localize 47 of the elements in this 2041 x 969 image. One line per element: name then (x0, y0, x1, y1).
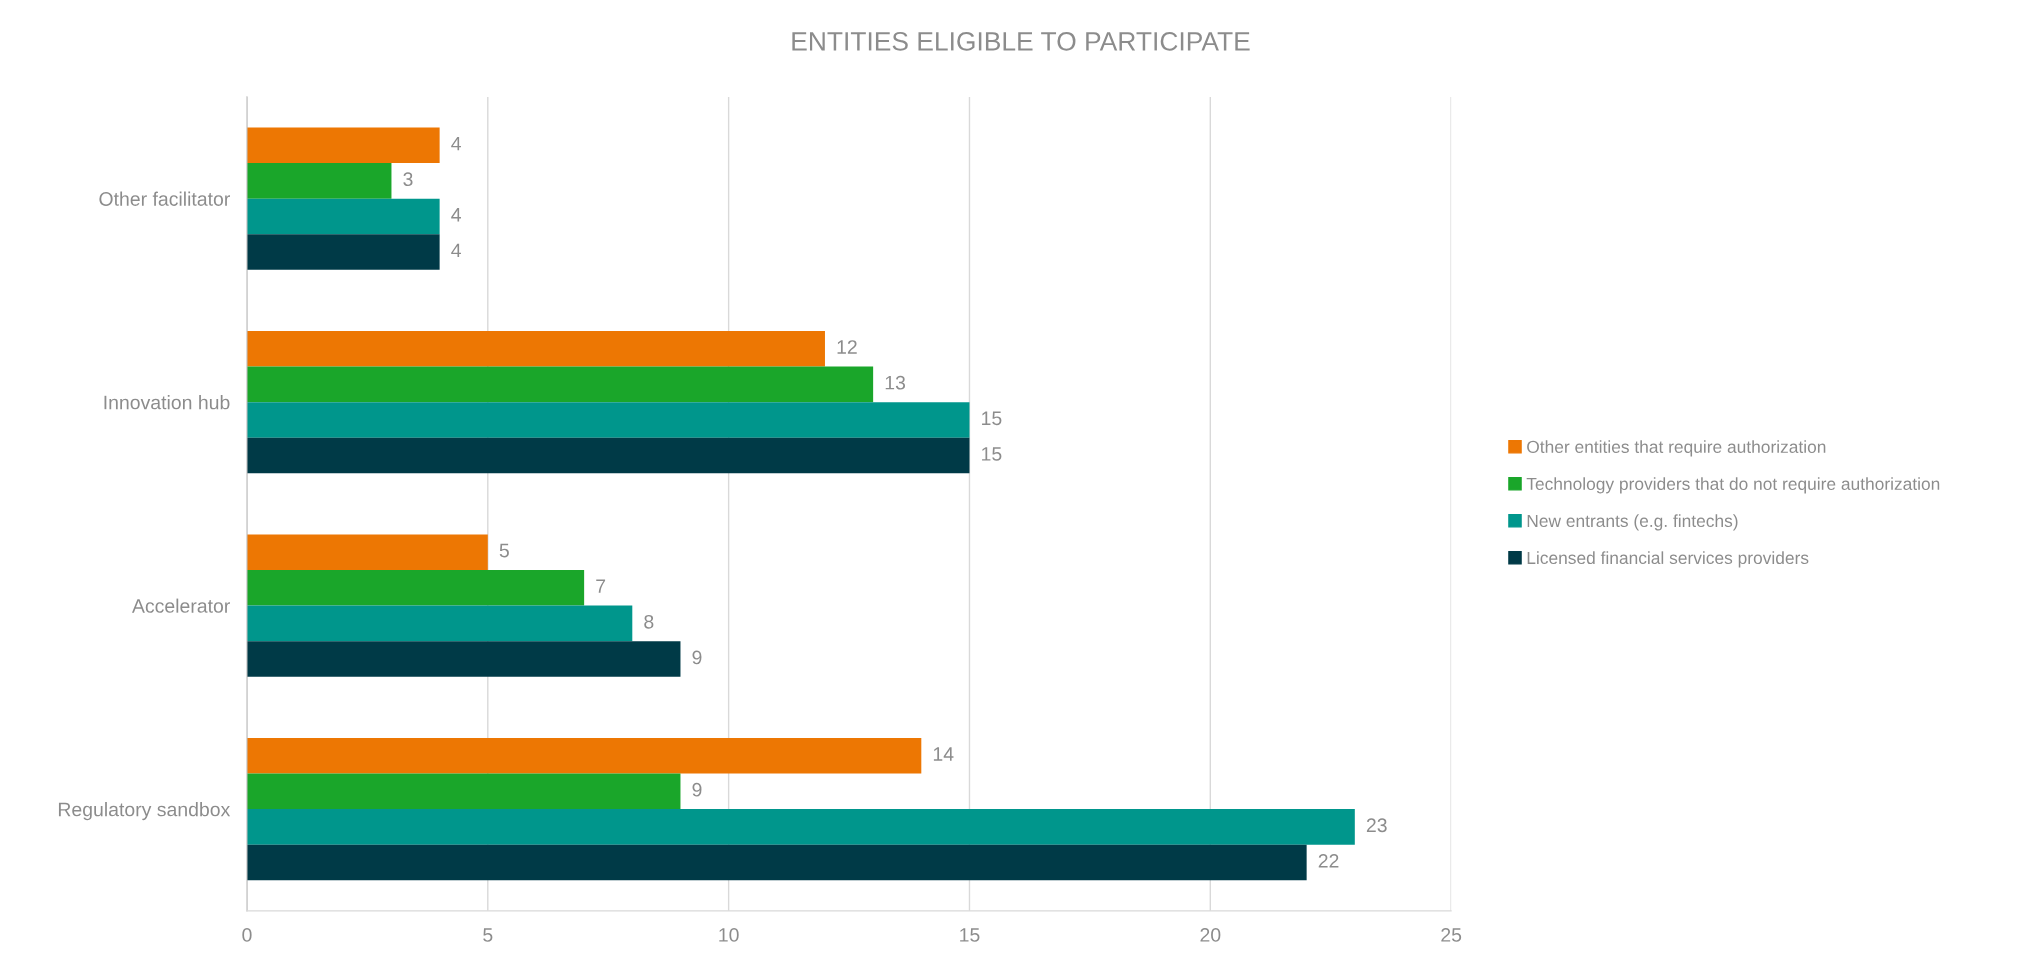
bar (246, 163, 392, 199)
bar (246, 809, 1355, 845)
x-tick-label: 0 (242, 928, 252, 942)
data-label: 22 (1318, 853, 1339, 868)
data-label: 4 (451, 208, 461, 222)
data-label: 5 (499, 543, 509, 558)
bar (246, 366, 874, 403)
bar (246, 198, 440, 235)
data-label: 4 (451, 136, 461, 151)
bar (246, 402, 970, 438)
bar (246, 437, 970, 474)
x-tick-label: 5 (483, 928, 493, 942)
legend-label: New entrants (e.g. fintechs) (1527, 514, 1738, 531)
legend-label: Licensed financial services providers (1527, 551, 1809, 568)
y-tick-label: Regulatory sandbox (58, 802, 231, 821)
bar (246, 773, 681, 810)
data-label: 7 (596, 579, 606, 593)
chart-title: ENTITIES ELIGIBLE TO PARTICIPATE (792, 32, 1250, 51)
x-tick-label: 20 (1200, 928, 1221, 942)
bar (246, 605, 633, 642)
bar (246, 534, 488, 571)
data-label: 4 (451, 243, 461, 258)
y-tick-label: Innovation hub (104, 395, 230, 410)
x-tick-label: 10 (719, 928, 739, 942)
data-label: 12 (837, 340, 857, 354)
bar (246, 844, 1307, 881)
data-label: 9 (692, 650, 702, 665)
legend-label: Other entities that require authorization (1527, 440, 1826, 457)
bar (246, 127, 440, 164)
data-label: 13 (885, 375, 906, 390)
bar (246, 570, 585, 606)
data-label: 8 (644, 614, 654, 629)
bar (246, 330, 825, 367)
data-label: 23 (1366, 818, 1387, 833)
data-label: 15 (982, 447, 1002, 461)
x-tick-label: 25 (1441, 928, 1462, 942)
bar (246, 234, 440, 270)
data-label: 15 (982, 411, 1002, 426)
x-tick-label: 15 (960, 928, 980, 942)
y-tick-label: Other facilitator (99, 191, 230, 206)
data-label: 14 (933, 747, 954, 761)
bar (246, 641, 681, 677)
data-label: 3 (403, 172, 413, 187)
data-label: 9 (692, 782, 702, 797)
bar (246, 737, 922, 774)
y-tick-label: Accelerator (132, 598, 230, 613)
legend-label: Technology providers that do not require authorization (1526, 477, 1940, 494)
